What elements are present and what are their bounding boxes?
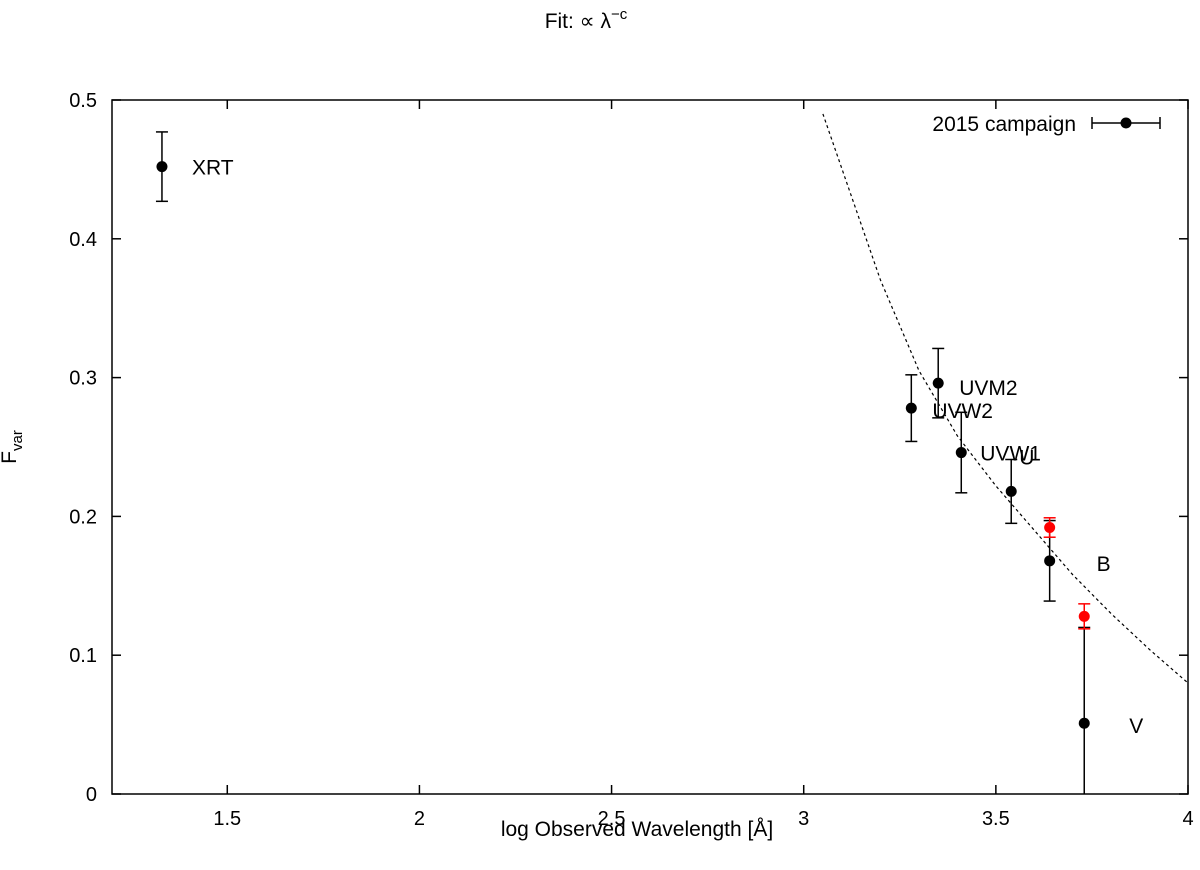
chart-title: Fit: ∝ λ−c: [545, 6, 628, 33]
y-axis-title: Fvar: [0, 430, 26, 464]
point-u-marker: [1005, 485, 1017, 497]
legend: 2015 campaign: [932, 113, 1161, 136]
point-v-label: V: [1129, 715, 1143, 738]
point-uvw2-marker: [905, 402, 917, 414]
red-point-marker: [1044, 522, 1056, 534]
point-b-marker: [1044, 555, 1056, 567]
x-axis: 1.5 2 2.5 3 3.5 4: [213, 100, 1194, 830]
y-tick-label: 0.4: [69, 229, 97, 251]
point-uvm2-marker: [932, 377, 944, 389]
point-uvw1-marker: [955, 447, 967, 459]
y-tick-label: 0.1: [69, 645, 97, 667]
x-tick-label: 2: [414, 808, 425, 830]
point-b-label: B: [1097, 553, 1111, 576]
plot-frame: [111, 99, 1189, 795]
point-uvw1-label: UVW1: [980, 443, 1041, 466]
x-tick-label: 3: [798, 808, 809, 830]
red-point-marker: [1078, 610, 1090, 622]
x-axis-title: log Observed Wavelength [Å]: [501, 818, 773, 841]
point-uvm2-label: UVM2: [959, 377, 1017, 400]
y-axis: 0 0.1 0.2 0.3 0.4 0.5: [69, 90, 1188, 806]
y-tick-label: 0.2: [69, 506, 97, 528]
point-v-marker: [1078, 717, 1090, 729]
y-tick-label: 0.3: [69, 368, 97, 390]
y-tick-label: 0: [86, 784, 97, 806]
x-tick-label: 2.5: [598, 808, 626, 830]
x-tick-label: 4: [1182, 808, 1193, 830]
point-xrt-label: XRT: [192, 157, 234, 180]
point-u-label: U: [1019, 446, 1034, 469]
legend-marker: [1120, 117, 1132, 129]
point-xrt-marker: [156, 161, 168, 173]
y-tick-label: 0.5: [69, 90, 97, 112]
x-tick-label: 3.5: [982, 808, 1010, 830]
x-tick-label: 1.5: [213, 808, 241, 830]
legend-label: 2015 campaign: [932, 113, 1076, 136]
